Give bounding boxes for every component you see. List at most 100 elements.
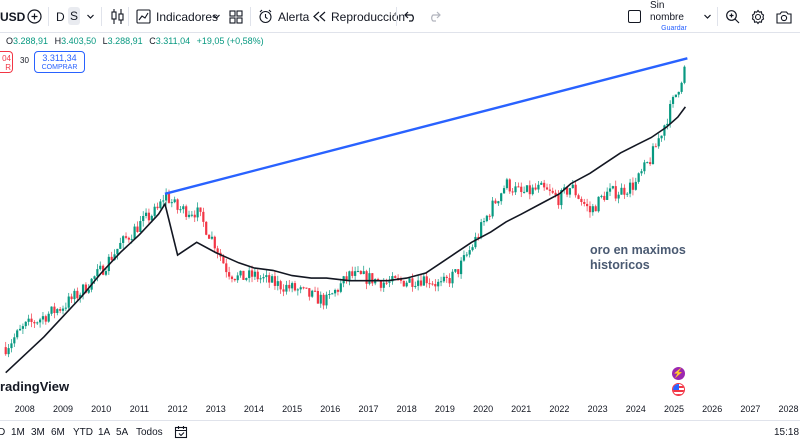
candle [382,282,385,288]
range-1m[interactable]: 1M [11,427,25,438]
candle [16,330,19,338]
candle [666,123,669,126]
compare-symbol-button[interactable] [27,0,42,33]
symbol-search[interactable]: USD [0,0,25,33]
redo-button[interactable] [428,0,441,33]
candle [136,226,139,232]
candle [603,195,606,200]
candle [79,294,82,299]
price-chart[interactable] [0,33,800,418]
undo-icon [404,11,417,22]
indicator-templates-button[interactable] [229,0,243,33]
grid-icon [229,9,243,24]
x-tick-label: 2027 [740,404,761,414]
candle [24,321,27,327]
high-key: H [54,36,62,46]
layout-dropdown[interactable] [703,0,712,33]
time-axis[interactable]: 2008 2009 2010 2011 2012 2013 2014 2015 2016 2017… [0,400,800,418]
undo-button[interactable] [404,0,417,33]
candle [371,273,374,284]
replay-label: Reproducción [331,9,406,24]
indicators-button[interactable]: Indicadores [136,0,218,33]
candle [545,187,549,190]
candle [462,255,466,261]
x-tick-label: 2021 [511,404,532,414]
candle [474,236,477,248]
top-toolbar: USD D S Indicadores Alerta Reproducción … [0,0,800,33]
spread-value: 30 [20,56,29,65]
annotation-line-2: historicos [590,258,650,272]
x-tick-label: 2024 [625,404,646,414]
candle [631,182,635,190]
candle [18,328,22,331]
calendar-icon[interactable] [174,425,188,444]
candle [133,226,136,239]
candle [643,162,646,172]
candle [213,236,216,249]
timeframe-day[interactable]: D [56,0,65,33]
moving-average-line [5,106,687,374]
candle [216,248,219,253]
candle [468,250,471,255]
lightning-icon[interactable]: ⚡ [672,367,685,380]
candle [282,289,285,292]
range-3m[interactable]: 3M [31,427,45,438]
layout-checkbox[interactable] [628,0,641,33]
timeframe-dropdown[interactable] [86,0,95,33]
buy-button[interactable]: 3.311,34 COMPRAR [34,51,85,73]
candle [428,283,431,285]
candle [537,184,540,190]
tradingview-logo[interactable]: radingView [0,379,70,394]
candle [551,190,554,193]
range-ytd[interactable]: YTD [73,427,93,438]
alert-button[interactable]: Alerta [258,0,309,33]
candle [451,271,454,284]
timeframe-week[interactable]: S [68,7,80,25]
candle [113,254,116,261]
candle [210,236,214,239]
candle [336,289,340,292]
candle [646,162,649,164]
candle [10,343,13,349]
candle [4,347,7,355]
candle [654,146,657,148]
candle [649,162,652,165]
quick-search-button[interactable] [725,0,740,33]
toolbar-divider [717,7,718,26]
candle [99,265,102,270]
candle [534,187,537,190]
replay-button[interactable]: Reproducción [313,0,405,33]
candle [663,125,666,136]
range-all[interactable]: Todos [136,427,163,438]
range-1y[interactable]: 1A [98,427,111,438]
candle [339,283,342,292]
range-5y[interactable]: 5A [116,427,129,438]
candle [442,276,446,282]
snapshot-button[interactable] [776,0,792,33]
candle [669,103,672,124]
candle [182,206,185,210]
us-flag-icon[interactable] [672,383,685,396]
settings-button[interactable] [750,0,766,33]
candle [637,173,640,182]
text-annotation[interactable]: oro en maximos historicos [590,243,686,273]
candle [187,214,191,217]
sell-button[interactable]: 04 R [0,51,13,73]
indicators-dropdown[interactable] [212,0,221,33]
candle [36,322,39,324]
range-day[interactable]: D [0,427,6,438]
layout-save-status: Guardar [661,25,687,32]
indicators-label: Indicadores [156,9,219,24]
layout-name-button[interactable]: Sin nombre Guardar [650,0,698,33]
candle [517,186,520,188]
range-6m[interactable]: 6M [51,427,65,438]
candle [345,276,348,281]
candle [480,222,483,238]
x-tick-label: 2025 [663,404,685,414]
chart-type-button[interactable] [110,0,125,33]
candle [259,278,262,280]
candle [431,283,434,285]
candle [233,278,236,281]
candle [356,270,360,272]
candle [683,66,686,83]
